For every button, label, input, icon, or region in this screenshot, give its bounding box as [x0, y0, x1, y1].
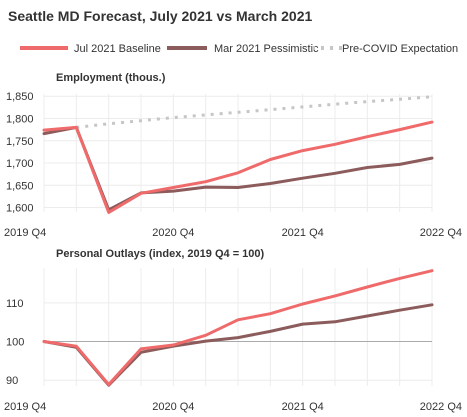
y-tick-label: 1,700 — [6, 158, 34, 170]
legend-label-jul2021: Jul 2021 Baseline — [74, 43, 161, 55]
y-tick-label: 1,800 — [6, 113, 34, 125]
panel-title-employment: Employment (thous.) — [56, 72, 166, 84]
series-line-pre-covid-expectation — [76, 95, 433, 129]
employment-panel: 1,600 1,650 1,700 1,750 1,800 1,850 2019 Q4 202… — [4, 91, 462, 239]
legend-label-precovid: Pre-COVID Expectation — [342, 43, 458, 55]
y-tick-label: 1,850 — [6, 91, 34, 103]
legend-item-precovid: Pre-COVID Expectation — [312, 43, 458, 55]
y-tick-label: 1,600 — [6, 203, 34, 215]
chart-title: Seattle MD Forecast, July 2021 vs March … — [8, 8, 312, 24]
outlays-panel: 90 100 110 2019 Q4 2020 Q4 2021 Q4 2022 Q4 — [4, 268, 462, 413]
legend-label-mar2021: Mar 2021 Pessimistic — [214, 43, 319, 55]
x-tick-label: 2020 Q4 — [152, 401, 194, 413]
legend: Jul 2021 Baseline Mar 2021 Pessimistic P… — [20, 43, 458, 55]
x-tick-label: 2022 Q4 — [420, 227, 462, 239]
y-tick-label: 110 — [6, 298, 24, 310]
x-tick-label: 2022 Q4 — [420, 401, 462, 413]
x-tick-label: 2021 Q4 — [282, 227, 324, 239]
x-tick-label: 2020 Q4 — [152, 227, 194, 239]
y-tick-label: 100 — [6, 337, 24, 349]
series-line-jul-2021-baseline — [42, 120, 434, 214]
x-tick-label: 2021 Q4 — [282, 401, 324, 413]
x-tick-label: 2019 Q4 — [4, 401, 46, 413]
y-tick-label: 1,650 — [6, 180, 34, 192]
x-tick-label: 2019 Q4 — [4, 227, 46, 239]
legend-item-mar2021: Mar 2021 Pessimistic — [167, 43, 319, 55]
legend-item-jul2021: Jul 2021 Baseline — [20, 43, 161, 55]
series-line-jul-2021-baseline — [42, 269, 434, 386]
y-tick-label: 1,750 — [6, 136, 34, 148]
y-tick-label: 90 — [6, 375, 18, 387]
panel-title-outlays: Personal Outlays (index, 2019 Q4 = 100) — [56, 248, 265, 260]
